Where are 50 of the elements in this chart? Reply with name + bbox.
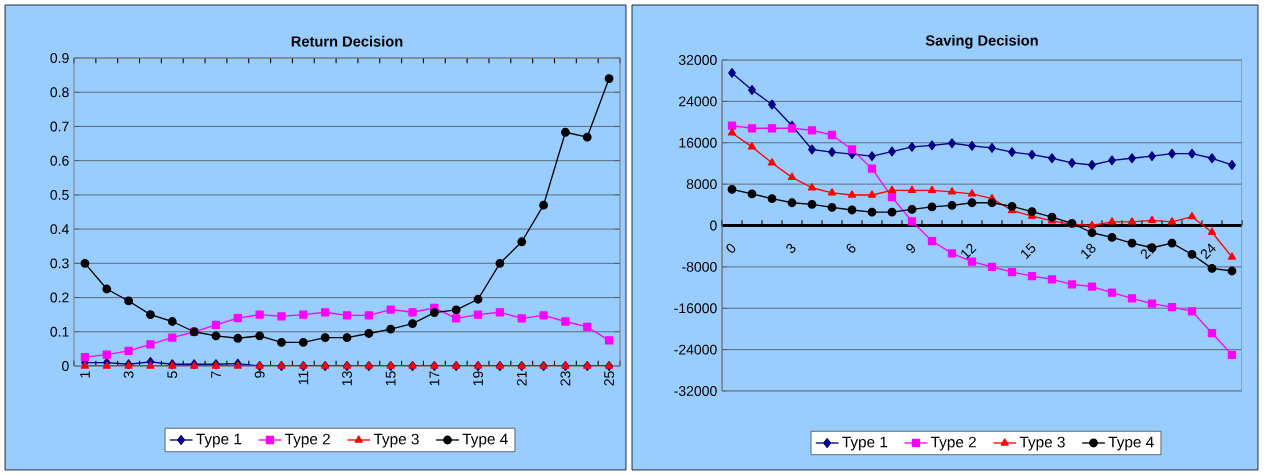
x-tick-label: 12 <box>961 243 977 260</box>
x-tick-label: 18 <box>1081 243 1096 260</box>
legend-label: Type 3 <box>373 433 419 448</box>
y-tick-label: 0.8 <box>50 87 69 98</box>
y-tick-label: 0.1 <box>50 326 69 337</box>
x-tick-label: 15 <box>1021 242 1036 260</box>
y-tick-label: 0.6 <box>50 155 69 166</box>
x-tick-label: 9 <box>906 243 916 253</box>
legend-label: Type 1 <box>196 433 242 448</box>
y-tick-label: 8000 <box>686 179 717 190</box>
x-tick-label: 21 <box>516 371 527 386</box>
y-tick-label: 16000 <box>679 137 717 148</box>
x-tick-label: 11 <box>298 371 309 385</box>
y-tick-label: -32000 <box>674 386 717 396</box>
y-tick-label: 0 <box>62 361 69 371</box>
x-tick-label: 17 <box>429 371 440 386</box>
y-tick-label: 0.7 <box>50 121 69 132</box>
y-tick-label: 32000 <box>678 55 717 65</box>
legend-label: Type 1 <box>842 436 888 451</box>
y-tick-label: -16000 <box>674 303 717 314</box>
y-tick-label: 0.2 <box>50 292 69 303</box>
x-tick-label: 15 <box>385 371 396 386</box>
x-tick-label: 6 <box>846 243 856 253</box>
x-tick-label: 1 <box>80 371 90 378</box>
y-tick-label: 0 <box>710 220 717 231</box>
legend-label: Type 2 <box>284 433 330 448</box>
x-tick-label: 7 <box>211 371 221 378</box>
y-tick-label: 0.4 <box>50 224 69 235</box>
x-tick-label: 25 <box>604 371 615 386</box>
x-tick-label: 23 <box>560 371 571 386</box>
x-tick-label: 19 <box>473 371 484 386</box>
chart-title: Saving Decision <box>925 34 1038 49</box>
legend-label: Type 3 <box>1019 436 1065 451</box>
chart-title: Return Decision <box>291 35 403 47</box>
x-tick-label: 3 <box>786 243 796 254</box>
x-tick-label: 0 <box>726 243 736 253</box>
y-tick-label: -24000 <box>674 344 717 355</box>
y-tick-label: 0.9 <box>50 53 69 63</box>
y-tick-label: -8000 <box>682 261 717 272</box>
legend-label: Type 2 <box>930 436 976 451</box>
x-tick-label: 13 <box>342 371 352 386</box>
y-tick-label: 24000 <box>679 96 717 107</box>
x-tick-label: 3 <box>123 371 134 378</box>
x-tick-label: 5 <box>167 371 178 378</box>
y-tick-label: 0.5 <box>50 189 69 200</box>
x-tick-label: 9 <box>254 371 265 378</box>
legend-label: Type 4 <box>462 433 508 448</box>
legend-label: Type 4 <box>1108 436 1154 451</box>
x-tick-label: 24 <box>1200 243 1216 260</box>
y-tick-label: 0.3 <box>50 258 69 269</box>
